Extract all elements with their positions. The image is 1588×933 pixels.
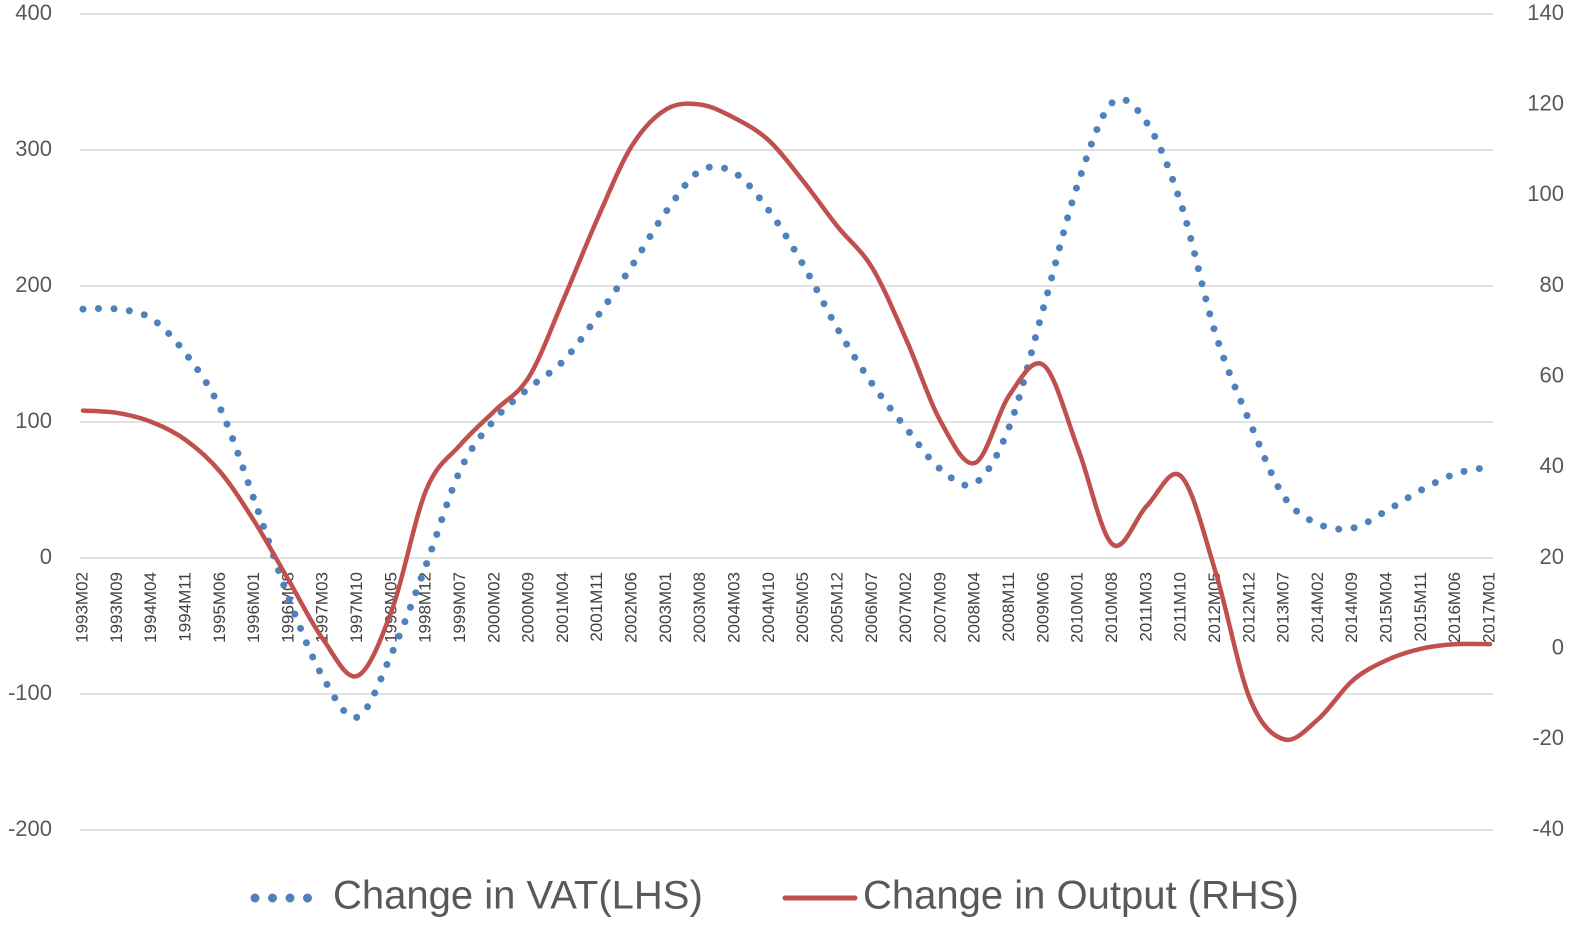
y-tick-label: -200: [8, 816, 52, 841]
x-tick-label: 2004M10: [759, 572, 778, 643]
y2-tick-label: -20: [1532, 725, 1564, 750]
x-tick-label: 2015M04: [1377, 572, 1396, 643]
x-tick-label: 2012M05: [1205, 572, 1224, 643]
x-tick-label: 2014M09: [1342, 572, 1361, 643]
y-tick-label: 200: [15, 272, 52, 297]
x-tick-label: 2011M10: [1171, 572, 1190, 642]
x-tick-label: 1995M06: [210, 572, 229, 643]
x-tick-label: 2005M05: [793, 572, 812, 643]
x-tick-label: 2009M06: [1033, 572, 1052, 643]
series-line: [79, 95, 1494, 721]
x-tick-label: 1993M09: [107, 572, 126, 643]
x-tick-label: 2001M04: [553, 572, 572, 643]
x-tick-label: 2011M03: [1136, 572, 1155, 642]
legend-label: Change in VAT(LHS): [333, 874, 703, 918]
x-tick-label: 2017M01: [1479, 572, 1498, 643]
x-tick-label: 2001M11: [587, 572, 606, 642]
y2-tick-label: 40: [1540, 453, 1564, 478]
y2-tick-label: 20: [1540, 544, 1564, 569]
x-tick-label: 2008M11: [999, 572, 1018, 642]
y-tick-label: -100: [8, 680, 52, 705]
x-tick-label: 2004M03: [725, 572, 744, 643]
y-tick-label: 300: [15, 136, 52, 161]
x-tick-label: 2015M11: [1411, 572, 1430, 642]
x-tick-label: 2014M02: [1308, 572, 1327, 643]
legend-label: Change in Output (RHS): [863, 874, 1299, 918]
x-tick-label: 2007M02: [896, 572, 915, 643]
x-tick-label: 1993M02: [72, 572, 91, 643]
x-tick-label: 2003M01: [656, 572, 675, 643]
x-tick-label: 1994M11: [175, 572, 194, 642]
x-tick-label: 2002M06: [622, 572, 641, 643]
x-tick-label: 2012M12: [1239, 572, 1258, 643]
x-tick-label: 1997M10: [347, 572, 366, 643]
x-tick-label: 1997M03: [313, 572, 332, 643]
x-tick-label: 2007M09: [930, 572, 949, 643]
x-tick-label: 1999M07: [450, 572, 469, 643]
y2-tick-label: 120: [1527, 90, 1564, 115]
x-tick-label: 2016M06: [1445, 572, 1464, 643]
y2-tick-label: 140: [1527, 0, 1564, 25]
y2-tick-label: 100: [1527, 181, 1564, 206]
y-tick-label: 400: [15, 0, 52, 25]
x-tick-label: 2006M07: [862, 572, 881, 643]
x-tick-label: 2010M08: [1102, 572, 1121, 643]
x-tick-label: 2003M08: [690, 572, 709, 643]
y2-tick-label: 80: [1540, 272, 1564, 297]
x-tick-label: 2000M09: [519, 572, 538, 643]
y2-tick-label: 60: [1540, 362, 1564, 387]
x-tick-label: 1998M12: [416, 572, 435, 643]
x-tick-label: 2013M07: [1274, 572, 1293, 643]
x-tick-label: 1996M01: [244, 572, 263, 643]
series-line: [80, 101, 1493, 743]
x-tick-label: 1994M04: [141, 572, 160, 643]
y-tick-label: 0: [40, 544, 52, 569]
y2-tick-label: -40: [1532, 816, 1564, 841]
y-tick-label: 100: [15, 408, 52, 433]
y2-tick-label: 0: [1552, 634, 1564, 659]
x-tick-label: 2010M01: [1068, 572, 1087, 643]
x-tick-label: 2000M02: [484, 572, 503, 643]
x-tick-label: 2005M12: [827, 572, 846, 643]
x-tick-label: 2008M04: [965, 572, 984, 643]
